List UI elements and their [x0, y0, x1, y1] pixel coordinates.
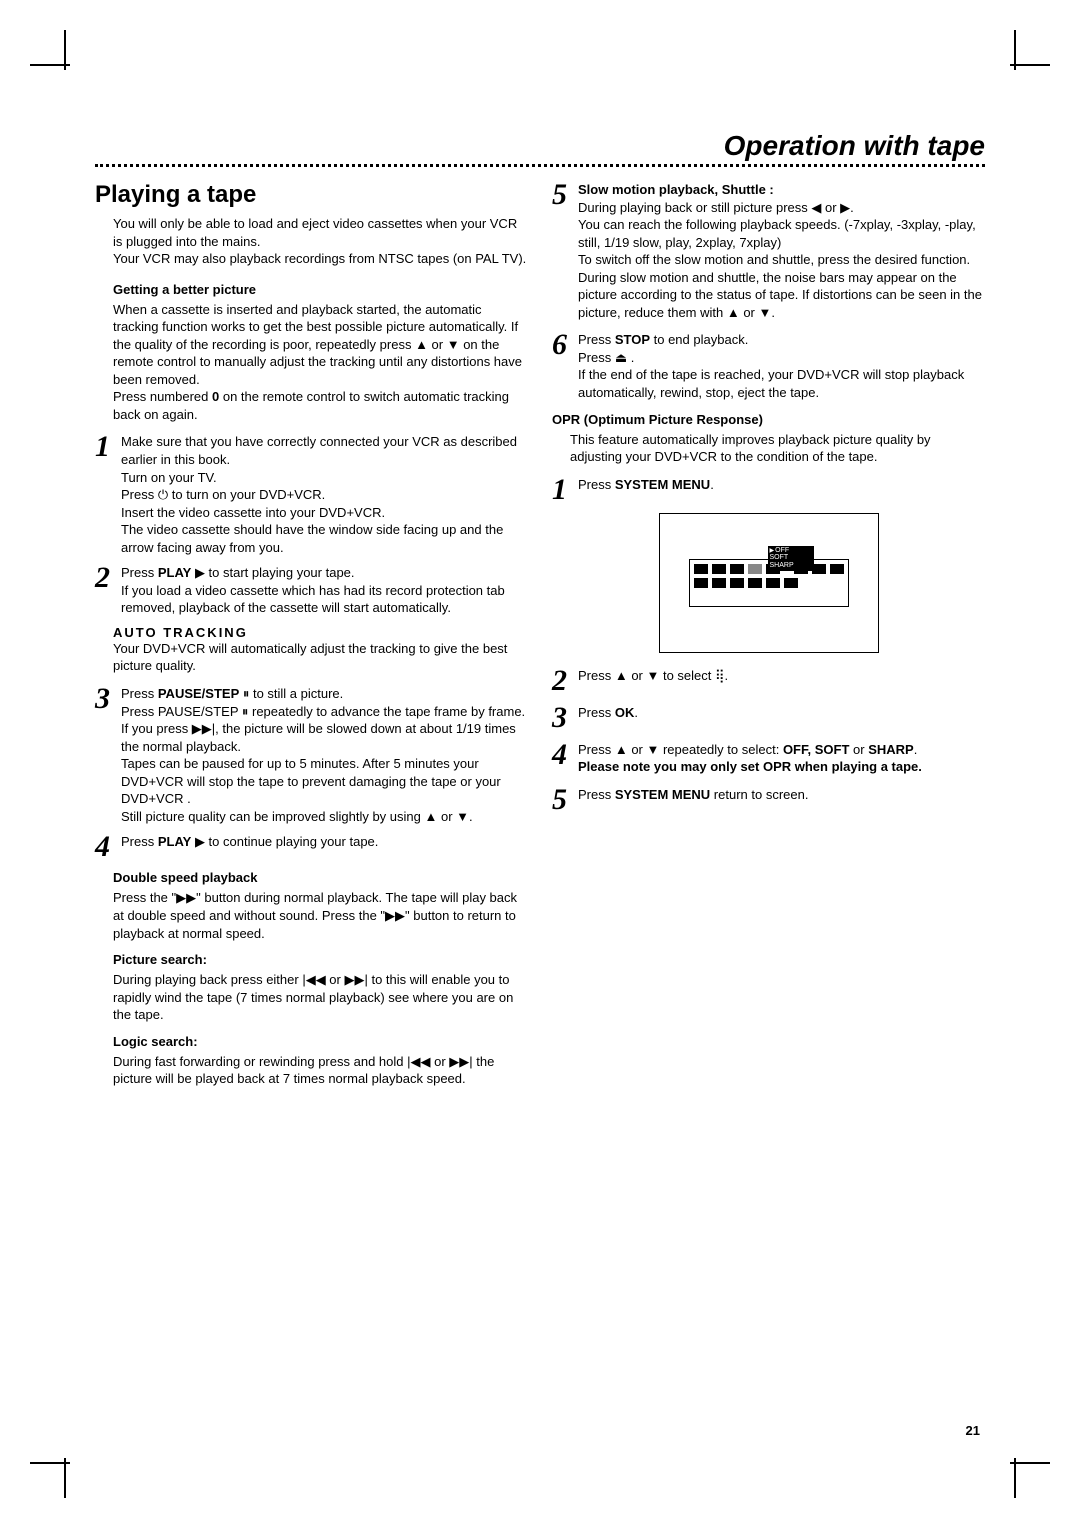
opr-menu-item: SHARP	[770, 562, 812, 570]
opr-menu-item: SOFT	[770, 554, 812, 562]
step-number: 4	[95, 833, 117, 860]
crop-mark	[1010, 64, 1050, 66]
body-better-picture: When a cassette is inserted and playback…	[113, 301, 528, 424]
opr-menu-popup: OFF SOFT SHARP	[768, 546, 814, 571]
subhead-better-picture: Getting a better picture	[113, 282, 528, 297]
opr-step-5: 5 Press SYSTEM MENU return to screen.	[552, 786, 985, 813]
step-body: Press STOP to end playback.Press ⏏ .If t…	[578, 331, 985, 401]
subhead-autotracking: AUTO TRACKING	[113, 625, 528, 640]
opr-menu-item: OFF	[770, 547, 812, 555]
opr-step-4: 4 Press ▲ or ▼ repeatedly to select: OFF…	[552, 741, 985, 776]
step-body: Press PAUSE/STEP ⏸ to still a picture.Pr…	[121, 685, 528, 825]
section-title: Playing a tape	[95, 181, 528, 209]
step-number: 5	[552, 786, 574, 813]
step-body: Press PLAY ▶ to continue playing your ta…	[121, 833, 528, 860]
page-title: Operation with tape	[95, 130, 985, 162]
opr-screen-diagram: OFF SOFT SHARP	[659, 513, 879, 653]
step-number: 2	[552, 667, 574, 694]
opr-step-3: 3 Press OK.	[552, 704, 985, 731]
page-number: 21	[966, 1423, 980, 1438]
dotted-divider	[95, 164, 985, 167]
step-body: Press PLAY ▶ to start playing your tape.…	[121, 564, 528, 617]
step-6: 6 Press STOP to end playback.Press ⏏ .If…	[552, 331, 985, 401]
step-number: 4	[552, 741, 574, 776]
step-body: Press ▲ or ▼ to select ⢿.	[578, 667, 985, 694]
step-2: 2 Press PLAY ▶ to start playing your tap…	[95, 564, 528, 617]
step-number: 3	[552, 704, 574, 731]
step-body: Press OK.	[578, 704, 985, 731]
step-body: Make sure that you have correctly connec…	[121, 433, 528, 556]
step-number: 3	[95, 685, 117, 825]
intro-text: You will only be able to load and eject …	[113, 215, 528, 268]
body-opr: This feature automatically improves play…	[570, 431, 985, 466]
step-3: 3 Press PAUSE/STEP ⏸ to still a picture.…	[95, 685, 528, 825]
crop-mark	[1010, 1462, 1050, 1464]
right-column: 5 Slow motion playback, Shuttle : During…	[552, 181, 985, 1098]
opr-step-2: 2 Press ▲ or ▼ to select ⢿.	[552, 667, 985, 694]
subhead-double: Double speed playback	[113, 870, 528, 885]
step-5: 5 Slow motion playback, Shuttle : During…	[552, 181, 985, 321]
step-1: 1 Make sure that you have correctly conn…	[95, 433, 528, 556]
crop-mark	[64, 30, 66, 70]
subhead-logic: Logic search:	[113, 1034, 528, 1049]
body-double: Press the "▶▶" button during normal play…	[113, 889, 528, 942]
opr-step-1: 1 Press SYSTEM MENU.	[552, 476, 985, 503]
left-column: Playing a tape You will only be able to …	[95, 181, 528, 1098]
step-body: Slow motion playback, Shuttle : During p…	[578, 181, 985, 321]
step-body: Press SYSTEM MENU return to screen.	[578, 786, 985, 813]
step-number: 1	[95, 433, 117, 556]
subhead-picsearch: Picture search:	[113, 952, 528, 967]
subhead-opr: OPR (Optimum Picture Response)	[552, 412, 985, 427]
step-number: 6	[552, 331, 574, 401]
step-body: Press ▲ or ▼ repeatedly to select: OFF, …	[578, 741, 985, 776]
step-body: Press SYSTEM MENU.	[578, 476, 985, 503]
body-logic: During fast forwarding or rewinding pres…	[113, 1053, 528, 1088]
step-4: 4 Press PLAY ▶ to continue playing your …	[95, 833, 528, 860]
step-text: During playing back or still picture pre…	[578, 200, 982, 320]
step-number: 5	[552, 181, 574, 321]
crop-mark	[64, 1458, 66, 1498]
opr-screen-inner: OFF SOFT SHARP	[689, 559, 849, 607]
crop-mark	[1014, 1458, 1016, 1498]
step-number: 2	[95, 564, 117, 617]
step-number: 1	[552, 476, 574, 503]
crop-mark	[1014, 30, 1016, 70]
body-picsearch: During playing back press either |◀◀ or …	[113, 971, 528, 1024]
step-lead: Slow motion playback, Shuttle :	[578, 182, 774, 197]
body-autotracking: Your DVD+VCR will automatically adjust t…	[113, 640, 528, 675]
